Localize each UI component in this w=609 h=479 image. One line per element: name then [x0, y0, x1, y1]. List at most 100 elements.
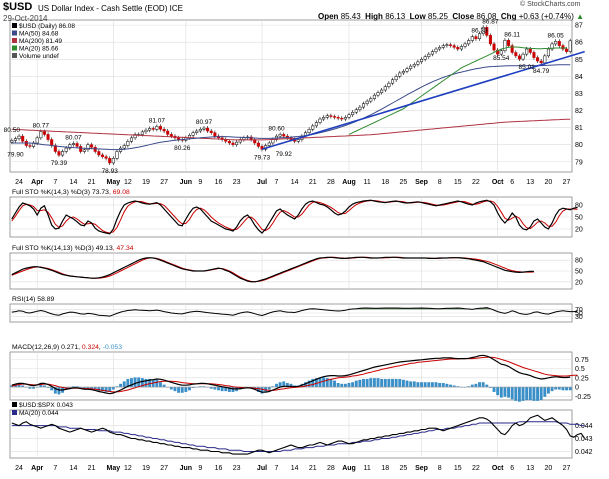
macd-histogram-bar — [550, 387, 554, 392]
bottom-x-tick-label: 9 — [198, 465, 202, 472]
macd-histogram-bar — [278, 382, 282, 388]
high-label: High — [365, 12, 383, 21]
candle-body — [434, 48, 438, 52]
candle-body — [256, 142, 260, 147]
macd-histogram-bar — [391, 378, 394, 388]
candle-body — [148, 128, 152, 131]
macd-histogram-bar — [521, 387, 525, 401]
candle-body — [532, 52, 536, 58]
macd-histogram-bar — [394, 378, 398, 388]
macd-histogram-bar — [358, 379, 362, 388]
ma20-line — [348, 46, 567, 135]
candle-body — [10, 140, 14, 143]
legend-swatch — [12, 30, 17, 36]
price-annotation-label: 79.92 — [276, 151, 293, 158]
candle-body — [423, 56, 427, 60]
price-annotation-label: 80.07 — [65, 134, 82, 141]
candle-body — [340, 117, 344, 120]
macd-histogram-bar — [362, 378, 365, 388]
macd-histogram-bar — [380, 378, 384, 388]
candle-body — [278, 134, 282, 137]
candle-body — [307, 129, 311, 133]
macd-histogram-bar — [144, 378, 148, 388]
macd-histogram-bar — [198, 386, 202, 388]
candle-body — [351, 111, 355, 116]
macd-histogram-bar — [445, 383, 449, 388]
macd-histogram-bar — [159, 382, 162, 388]
stoch_fast-y-tick-label: 50 — [575, 215, 583, 222]
macd-y-tick-label: 0.5 — [575, 366, 585, 373]
candle-body — [568, 40, 572, 52]
bottom-x-tick-label: 25 — [400, 465, 408, 472]
macd-histogram-bar — [42, 385, 46, 388]
bottom-x-tick-label: 8 — [438, 465, 442, 472]
x-tick-label: Sep — [415, 179, 428, 186]
quote-bar: Open 85.43 High 86.13 Low 85.25 Close 86… — [318, 12, 584, 21]
macd-histogram-bar — [372, 378, 376, 388]
price-annotation-label: 80.50 — [4, 127, 21, 134]
stoch_slow-y-tick-label: 80 — [575, 258, 583, 265]
macd-panel: -0.25 0 0.25 0.5 0.75 MACD(12,26,9) 0.271, 0.… — [9, 344, 591, 402]
candle-body — [557, 41, 561, 46]
macd-histogram-bar — [93, 387, 97, 390]
macd-histogram-bar — [478, 382, 481, 388]
candle-body — [46, 134, 50, 140]
candle-body — [42, 131, 46, 135]
bottom-x-tick-label: Oct — [492, 465, 504, 472]
x-tick-label: 14 — [70, 179, 78, 186]
macd-histogram-bar — [10, 385, 14, 388]
bottom-x-tick-label: 19 — [142, 465, 150, 472]
macd-title-part: MACD(12,26,9) — [12, 344, 61, 351]
macd-histogram-bar — [514, 387, 518, 401]
price-annotation-label: 85.01 — [519, 64, 536, 71]
x-tick-label: 12 — [124, 179, 132, 186]
macd-histogram-bar — [354, 380, 358, 388]
macd-histogram-bar — [351, 382, 355, 388]
x-tick-label: 28 — [327, 179, 335, 186]
macd-histogram-bar — [485, 384, 489, 388]
macd-histogram-bar — [557, 387, 561, 390]
x-tick-label: 27 — [160, 179, 168, 186]
macd-histogram-bar — [307, 380, 311, 388]
x-tick-label: 25 — [400, 179, 408, 186]
candle-body — [198, 129, 202, 132]
candle-body — [177, 137, 181, 140]
macd-histogram-bar — [227, 387, 231, 392]
candle-body — [474, 36, 478, 40]
candle-body — [361, 103, 366, 108]
macd-y-tick-label: 0.75 — [575, 357, 589, 364]
macd-histogram-bar — [289, 383, 293, 388]
candle-body — [394, 76, 398, 81]
candle-body — [158, 126, 162, 130]
macd-histogram-bar — [282, 381, 286, 388]
candle-body — [57, 151, 61, 156]
macd-histogram-bar — [416, 382, 420, 388]
candle-body — [169, 134, 173, 137]
candle-body — [213, 132, 217, 137]
price-annotation-label: 78.93 — [102, 168, 119, 175]
legend-label: $USD (Daily) 86.08 — [19, 23, 75, 30]
macd-histogram-bar — [343, 383, 347, 388]
ma50-line — [11, 64, 571, 151]
rsi-y-tick-label: 70 — [575, 307, 583, 314]
macd-histogram-bar — [28, 387, 32, 389]
x-tick-label: 19 — [142, 179, 150, 186]
chg-value: +0.63 (+0.74%) — [518, 12, 574, 21]
candle-body — [372, 94, 376, 99]
macd-histogram-bar — [169, 387, 173, 390]
macd-histogram-bar — [496, 387, 500, 396]
price-annotation-label: 85.54 — [493, 55, 510, 62]
candle-body — [459, 46, 463, 50]
candle-body — [115, 151, 119, 159]
candle-body — [329, 115, 333, 117]
macd-histogram-bar — [148, 378, 152, 388]
candle-body — [456, 47, 460, 50]
chart-panels: 79808182838485868780.5079.9080.7779.3980… — [4, 18, 593, 472]
candle-body — [452, 45, 456, 48]
macd-histogram-bar — [50, 387, 54, 391]
macd-histogram-bar — [438, 383, 442, 388]
bottom-x-tick-label: 21 — [309, 465, 317, 472]
price-annotation-label: 80.97 — [196, 119, 213, 126]
candle-body — [485, 27, 489, 36]
